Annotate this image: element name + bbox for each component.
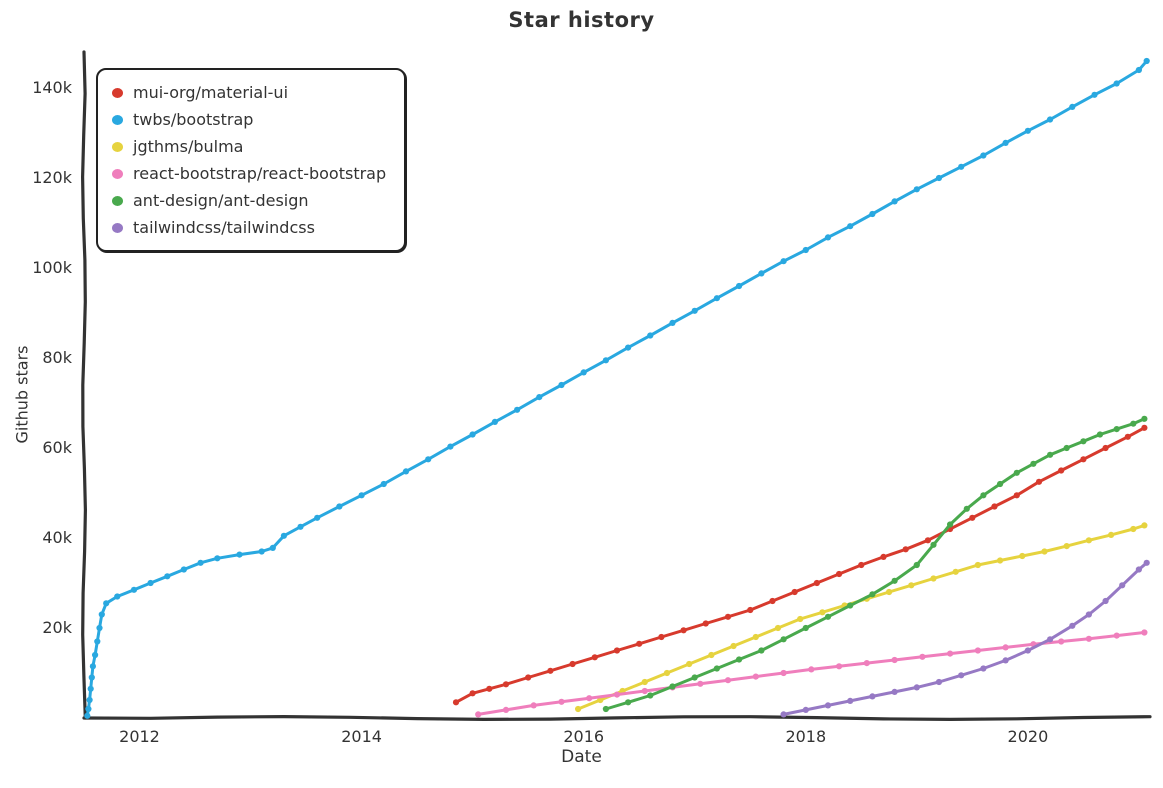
legend-item-react-bootstrap: react-bootstrap/react-bootstrap bbox=[112, 162, 386, 185]
chart-title: Star history bbox=[508, 8, 655, 32]
legend-marker bbox=[112, 195, 123, 206]
legend-marker bbox=[112, 222, 123, 233]
x-axis-label: Date bbox=[561, 747, 602, 767]
svg-text:120k: 120k bbox=[32, 168, 73, 187]
legend-item-tailwindcss: tailwindcss/tailwindcss bbox=[112, 216, 386, 239]
legend-item-material-ui: mui-org/material-ui bbox=[112, 81, 386, 104]
legend-label: react-bootstrap/react-bootstrap bbox=[133, 164, 387, 183]
legend: mui-org/material-ui twbs/bootstrap jgthm… bbox=[96, 68, 407, 252]
legend-label: jgthms/bulma bbox=[133, 137, 244, 156]
legend-marker bbox=[112, 141, 123, 152]
legend-item-bulma: jgthms/bulma bbox=[112, 135, 386, 158]
svg-text:20k: 20k bbox=[42, 618, 72, 637]
svg-text:100k: 100k bbox=[32, 258, 73, 277]
svg-text:60k: 60k bbox=[42, 438, 72, 457]
svg-text:140k: 140k bbox=[32, 78, 73, 97]
svg-text:2012: 2012 bbox=[119, 727, 160, 746]
legend-item-ant-design: ant-design/ant-design bbox=[112, 189, 386, 212]
legend-label: mui-org/material-ui bbox=[133, 83, 289, 102]
svg-text:2014: 2014 bbox=[341, 727, 382, 746]
legend-marker bbox=[112, 87, 123, 98]
svg-text:2018: 2018 bbox=[785, 727, 826, 746]
svg-text:40k: 40k bbox=[42, 528, 72, 547]
legend-label: tailwindcss/tailwindcss bbox=[133, 218, 315, 237]
legend-label: twbs/bootstrap bbox=[133, 110, 254, 129]
legend-marker bbox=[112, 168, 123, 179]
legend-label: ant-design/ant-design bbox=[133, 191, 309, 210]
svg-text:80k: 80k bbox=[42, 348, 72, 367]
svg-text:2016: 2016 bbox=[563, 727, 604, 746]
legend-marker bbox=[112, 114, 123, 125]
svg-text:2020: 2020 bbox=[1008, 727, 1049, 746]
legend-item-bootstrap: twbs/bootstrap bbox=[112, 108, 386, 131]
